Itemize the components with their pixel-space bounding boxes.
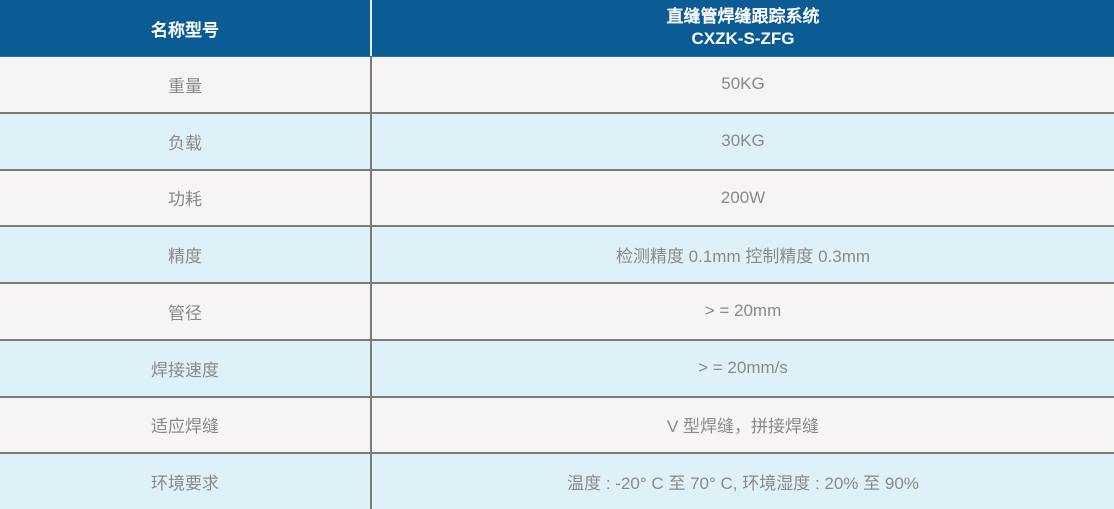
table-row: 管径 > = 20mm: [0, 282, 1114, 339]
spec-label-cell: 环境要求: [0, 454, 372, 509]
table-header-row: 名称型号 直缝管焊缝跟踪系统 CXZK-S-ZFG: [0, 0, 1114, 57]
table-row: 负载 30KG: [0, 111, 1114, 169]
table-row: 重量 50KG: [0, 57, 1114, 112]
product-name: 直缝管焊缝跟踪系统: [666, 6, 820, 26]
spec-value-cell: 30KG: [721, 131, 765, 151]
spec-label-cell: 适应焊缝: [0, 397, 372, 453]
spec-value-cell: V 型焊缝，拼接焊缝: [666, 417, 820, 437]
table-header-product-cell: 直缝管焊缝跟踪系统 CXZK-S-ZFG: [372, 0, 1114, 56]
spec-label-cell: 管径: [0, 284, 372, 339]
spec-label-cell: 负载: [0, 113, 372, 169]
spec-label-cell: 重量: [0, 57, 372, 112]
product-model: CXZK-S-ZFG: [691, 29, 795, 48]
spec-value-cell: 200W: [720, 187, 766, 207]
table-row: 适应焊缝 V 型焊缝，拼接焊缝: [0, 395, 1114, 453]
spec-label-cell: 功耗: [0, 170, 372, 226]
spec-value-cell: > = 20mm/s: [698, 358, 788, 378]
spec-value-cell: 温度 : -20° C 至 70° C, 环境湿度 : 20% 至 90%: [567, 474, 919, 494]
spec-value-cell: 50KG: [721, 74, 765, 94]
spec-label-cell: 焊接速度: [0, 340, 372, 396]
table-row: 焊接速度 > = 20mm/s: [0, 338, 1114, 396]
table-header-label: 名称型号: [0, 0, 372, 56]
table-row: 功耗 200W: [0, 168, 1114, 226]
table-header-product: 直缝管焊缝跟踪系统 CXZK-S-ZFG: [667, 6, 820, 50]
spec-label-cell: 精度: [0, 227, 372, 282]
spec-value-cell: > = 20mm: [704, 301, 782, 321]
spec-value-cell: 检测精度 0.1mm 控制精度 0.3mm: [615, 247, 871, 267]
table-row: 环境要求 温度 : -20° C 至 70° C, 环境湿度 : 20% 至 9…: [0, 452, 1114, 509]
table-row: 精度 检测精度 0.1mm 控制精度 0.3mm: [0, 225, 1114, 282]
